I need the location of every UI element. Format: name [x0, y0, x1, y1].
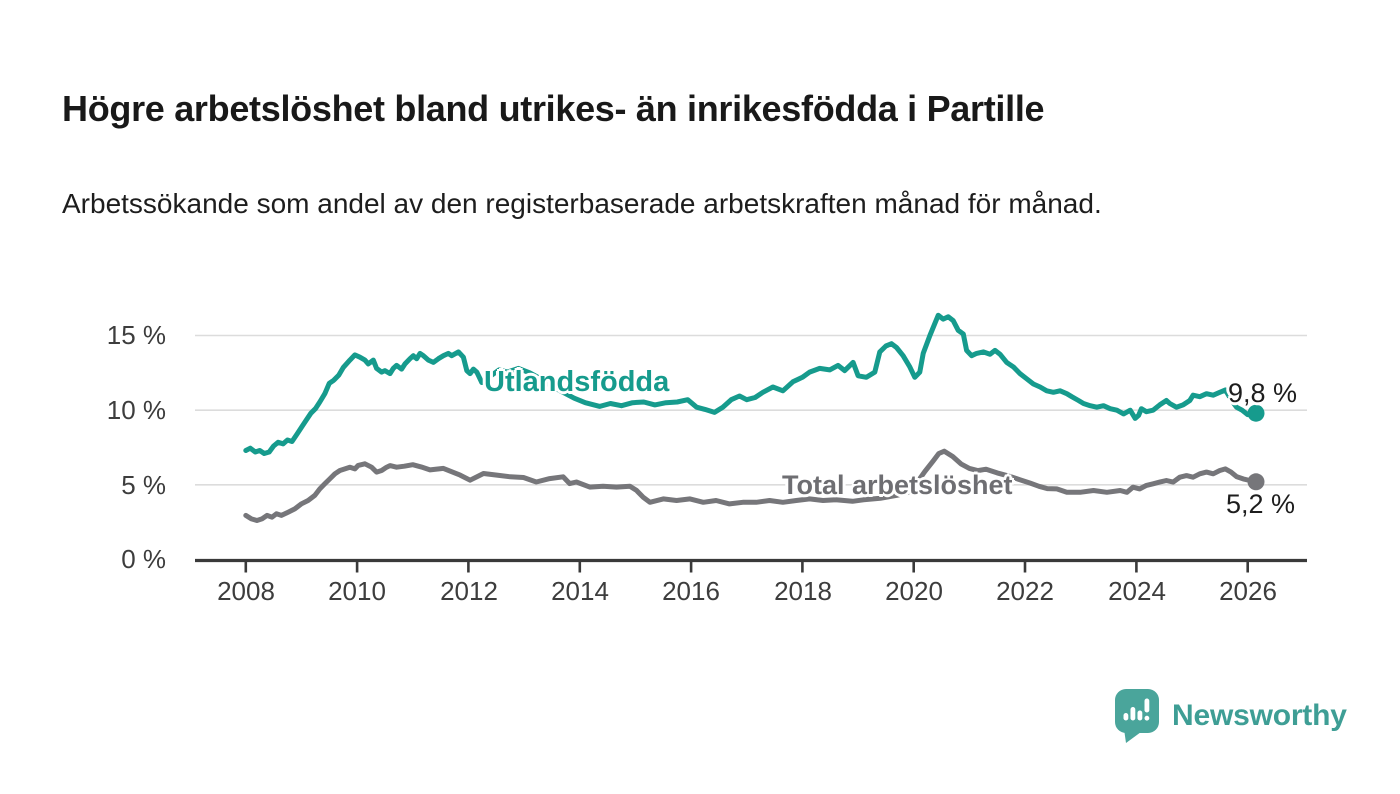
x-tick-label-2012: 2012	[440, 576, 498, 606]
newsworthy-brand-link[interactable]: Newsworthy	[1113, 687, 1347, 744]
series-label-utlandsfodda: Utlandsfödda	[484, 366, 670, 398]
x-tick-label-2014: 2014	[551, 576, 609, 606]
newsworthy-logo-icon	[1113, 687, 1161, 744]
series-line-total-arbetsl-shet	[243, 448, 1259, 523]
y-tick-label-10: 10 %	[106, 395, 166, 425]
x-tick-label-2026: 2026	[1219, 576, 1277, 606]
chart-subtitle: Arbetssökande som andel av den registerb…	[62, 188, 1102, 219]
end-value-label-utlandsfodda: 9,8 %	[1228, 378, 1298, 408]
x-tick-label-2008: 2008	[217, 576, 275, 606]
y-tick-label-0: 0 %	[121, 544, 166, 574]
x-tick-label-2010: 2010	[328, 576, 386, 606]
x-tick-label-2016: 2016	[662, 576, 720, 606]
y-tick-label-15: 15 %	[106, 320, 166, 350]
page-title: Högre arbetslöshet bland utrikes- än inr…	[62, 88, 1045, 130]
x-tick-label-2022: 2022	[996, 576, 1054, 606]
x-tick-label-2020: 2020	[885, 576, 943, 606]
series-endpoint-utlandsf-dda	[1247, 404, 1265, 422]
series-label-total-arbetsloshet: Total arbetslöshet	[782, 470, 1013, 500]
x-tick-label-2018: 2018	[774, 576, 832, 606]
x-tick-label-2024: 2024	[1108, 576, 1166, 606]
series-endpoint-total-arbetsl-shet	[1247, 473, 1265, 491]
end-value-label-total-arbetsloshet: 5,2 %	[1226, 489, 1296, 519]
newsworthy-wordmark: Newsworthy	[1172, 698, 1347, 732]
series-line-utlandsf-dda	[243, 312, 1259, 456]
y-tick-label-5: 5 %	[121, 470, 166, 500]
